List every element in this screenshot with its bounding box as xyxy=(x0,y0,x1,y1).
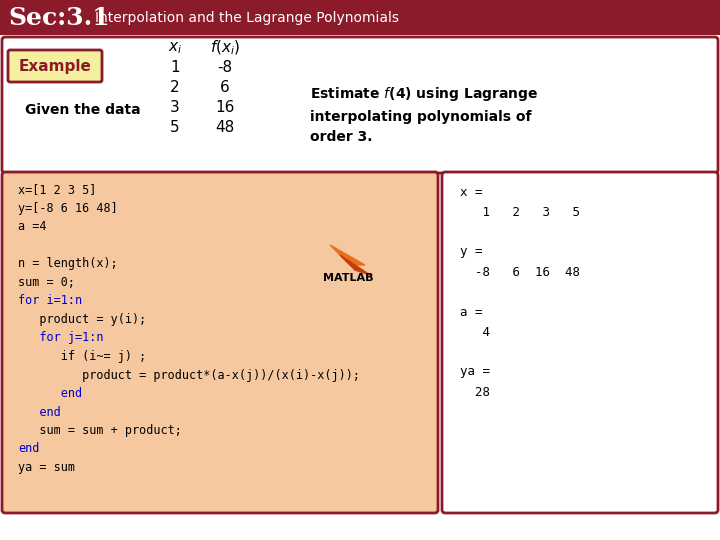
Text: Sec:3.1: Sec:3.1 xyxy=(8,6,109,30)
FancyBboxPatch shape xyxy=(8,50,102,82)
Text: Estimate $f$(4) using Lagrange
interpolating polynomials of
order 3.: Estimate $f$(4) using Lagrange interpola… xyxy=(310,85,539,144)
Text: y=[-8 6 16 48]: y=[-8 6 16 48] xyxy=(18,202,118,215)
Text: 28: 28 xyxy=(460,386,490,399)
Polygon shape xyxy=(330,245,365,265)
Text: MATLAB: MATLAB xyxy=(323,273,373,283)
Text: ya =: ya = xyxy=(460,366,490,379)
Text: sum = 0;: sum = 0; xyxy=(18,276,75,289)
Text: Given the data: Given the data xyxy=(25,103,140,117)
FancyBboxPatch shape xyxy=(2,172,438,513)
Text: end: end xyxy=(18,442,40,456)
Text: Example: Example xyxy=(19,58,91,73)
Text: if (i~= j) ;: if (i~= j) ; xyxy=(18,350,146,363)
FancyBboxPatch shape xyxy=(0,0,720,35)
Polygon shape xyxy=(340,255,370,275)
Text: a =4: a =4 xyxy=(18,220,47,233)
Text: 1   2   3   5: 1 2 3 5 xyxy=(460,206,580,219)
Text: 48: 48 xyxy=(215,120,235,136)
Text: ya = sum: ya = sum xyxy=(18,461,75,474)
Text: product = product*(a-x(j))/(x(i)-x(j));: product = product*(a-x(j))/(x(i)-x(j)); xyxy=(18,368,360,381)
Text: 2: 2 xyxy=(170,80,180,96)
Text: 5: 5 xyxy=(170,120,180,136)
Text: 16: 16 xyxy=(215,100,235,116)
Text: sum = sum + product;: sum = sum + product; xyxy=(18,424,182,437)
Text: end: end xyxy=(18,406,60,419)
Text: x =: x = xyxy=(460,186,482,199)
Text: $x_i$: $x_i$ xyxy=(168,40,182,56)
Text: y =: y = xyxy=(460,246,482,259)
FancyBboxPatch shape xyxy=(442,172,718,513)
Text: $f(x_i)$: $f(x_i)$ xyxy=(210,39,240,57)
Text: for i=1:n: for i=1:n xyxy=(18,294,82,307)
Text: n = length(x);: n = length(x); xyxy=(18,258,118,271)
Text: x=[1 2 3 5]: x=[1 2 3 5] xyxy=(18,184,96,197)
Text: a =: a = xyxy=(460,306,482,319)
Text: 1: 1 xyxy=(170,60,180,76)
Text: Interpolation and the Lagrange Polynomials: Interpolation and the Lagrange Polynomia… xyxy=(95,11,399,25)
Text: 3: 3 xyxy=(170,100,180,116)
Text: -8   6  16  48: -8 6 16 48 xyxy=(460,266,580,279)
Text: end: end xyxy=(18,387,82,400)
Text: for j=1:n: for j=1:n xyxy=(18,332,104,345)
Text: -8: -8 xyxy=(217,60,233,76)
Text: product = y(i);: product = y(i); xyxy=(18,313,146,326)
Text: 6: 6 xyxy=(220,80,230,96)
FancyBboxPatch shape xyxy=(2,37,718,173)
Text: 4: 4 xyxy=(460,326,490,339)
